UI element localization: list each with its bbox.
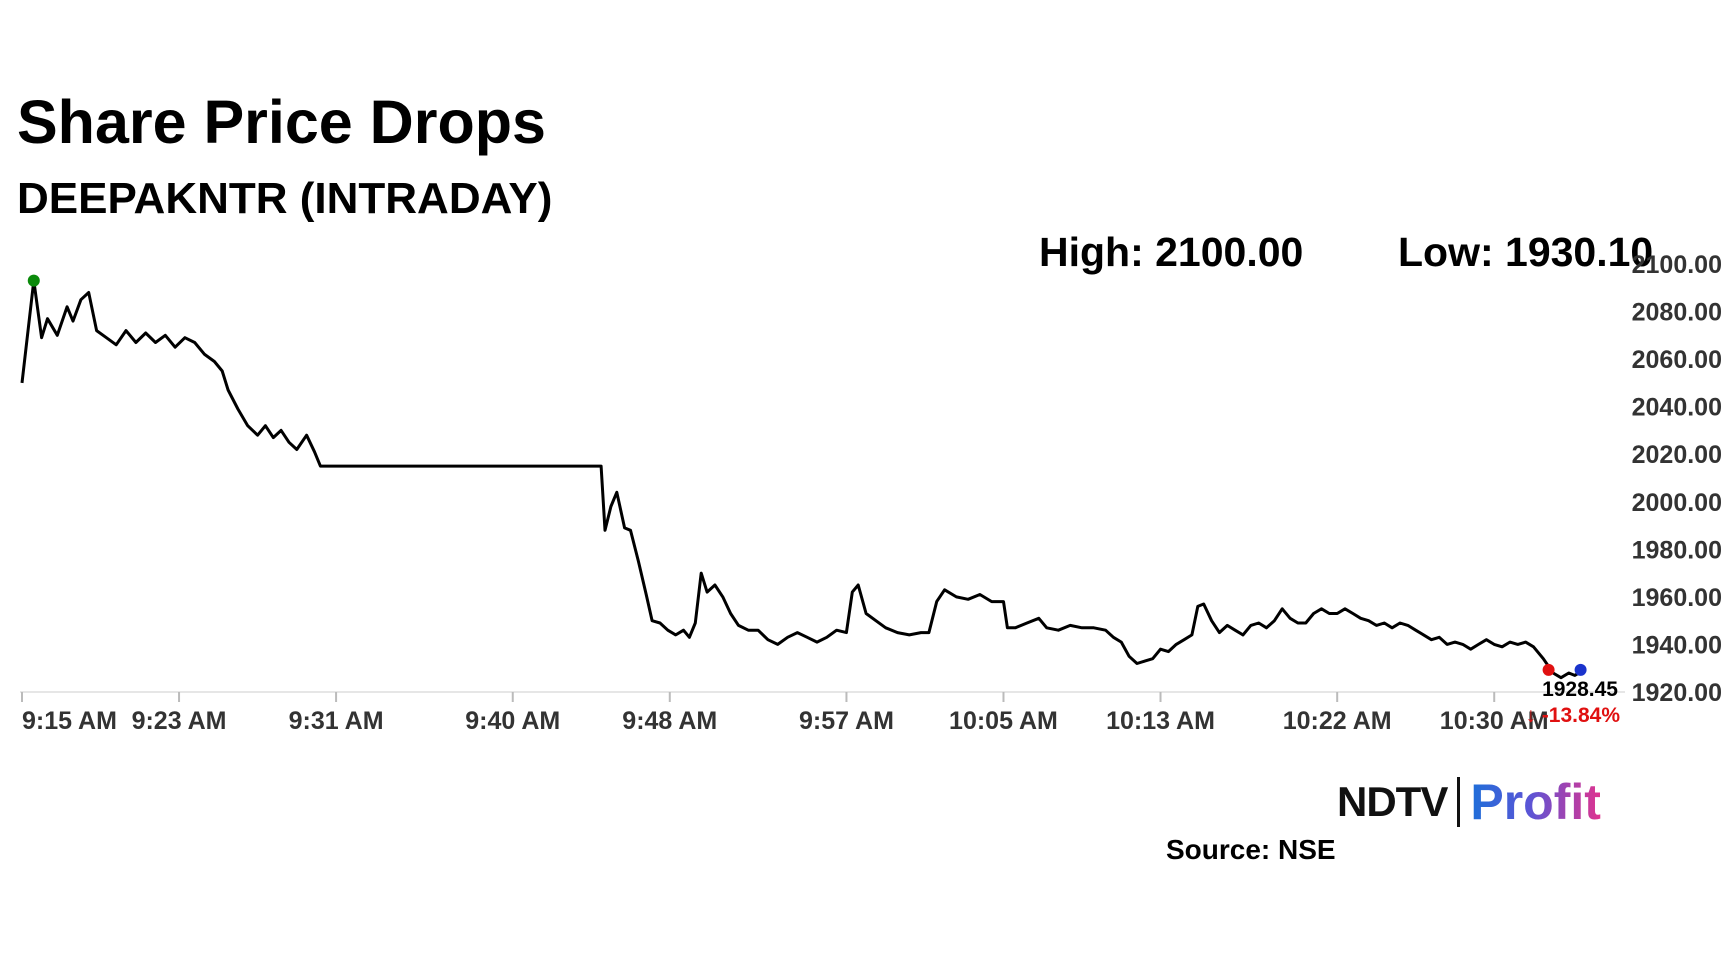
y-tick-label: 2000.00 — [1632, 489, 1722, 517]
x-tick-label: 9:40 AM — [465, 707, 560, 735]
current-point-marker — [1574, 663, 1587, 676]
y-tick-label: 1920.00 — [1632, 679, 1722, 707]
x-tick-label: 9:57 AM — [799, 707, 894, 735]
change-percent-label: ↓ -13.84% — [1525, 704, 1620, 727]
logo-divider — [1457, 777, 1461, 827]
x-tick-label: 9:48 AM — [622, 707, 717, 735]
y-tick-label: 1980.00 — [1632, 536, 1722, 564]
ndtv-profit-logo: NDTV Profit — [1337, 774, 1601, 830]
x-tick-label: 9:15 AM — [22, 707, 117, 735]
x-tick-label: 9:23 AM — [132, 707, 227, 735]
logo-profit-text: Profit — [1470, 774, 1601, 830]
last-point-marker — [1542, 663, 1555, 676]
y-tick-label: 2060.00 — [1632, 346, 1722, 374]
x-tick-label: 10:22 AM — [1283, 707, 1392, 735]
low-stat: Low: 1930.10 — [1398, 229, 1654, 275]
chart-title: Share Price Drops — [17, 88, 546, 156]
x-tick-label: 10:05 AM — [949, 707, 1058, 735]
x-axis: 9:15 AM 9:23 AM 9:31 AM 9:40 AM 9:48 AM 9:57 … — [21, 692, 1549, 735]
y-tick-label: 1940.00 — [1632, 631, 1722, 659]
chart-subtitle: DEEPAKNTR (INTRADAY) — [17, 174, 553, 223]
x-tick-label: 9:31 AM — [289, 707, 384, 735]
y-axis: 2100.00 2080.00 2060.00 2040.00 2020.00 2000.… — [1632, 251, 1722, 707]
y-tick-label: 2080.00 — [1632, 299, 1722, 327]
high-point-marker — [27, 274, 40, 287]
y-tick-label: 1960.00 — [1632, 584, 1722, 612]
last-price-label: 1928.45 — [1542, 678, 1618, 701]
y-tick-label: 2040.00 — [1632, 394, 1722, 422]
logo-ndtv-text: NDTV — [1337, 778, 1448, 825]
y-tick-label: 2100.00 — [1632, 251, 1722, 279]
price-line-series — [20, 279, 1582, 680]
y-tick-label: 2020.00 — [1632, 441, 1722, 469]
source-note: Source: NSE — [1166, 834, 1336, 865]
x-tick-label: 10:30 AM — [1440, 707, 1549, 735]
high-stat: High: 2100.00 — [1039, 229, 1304, 275]
x-tick-label: 10:13 AM — [1106, 707, 1215, 735]
